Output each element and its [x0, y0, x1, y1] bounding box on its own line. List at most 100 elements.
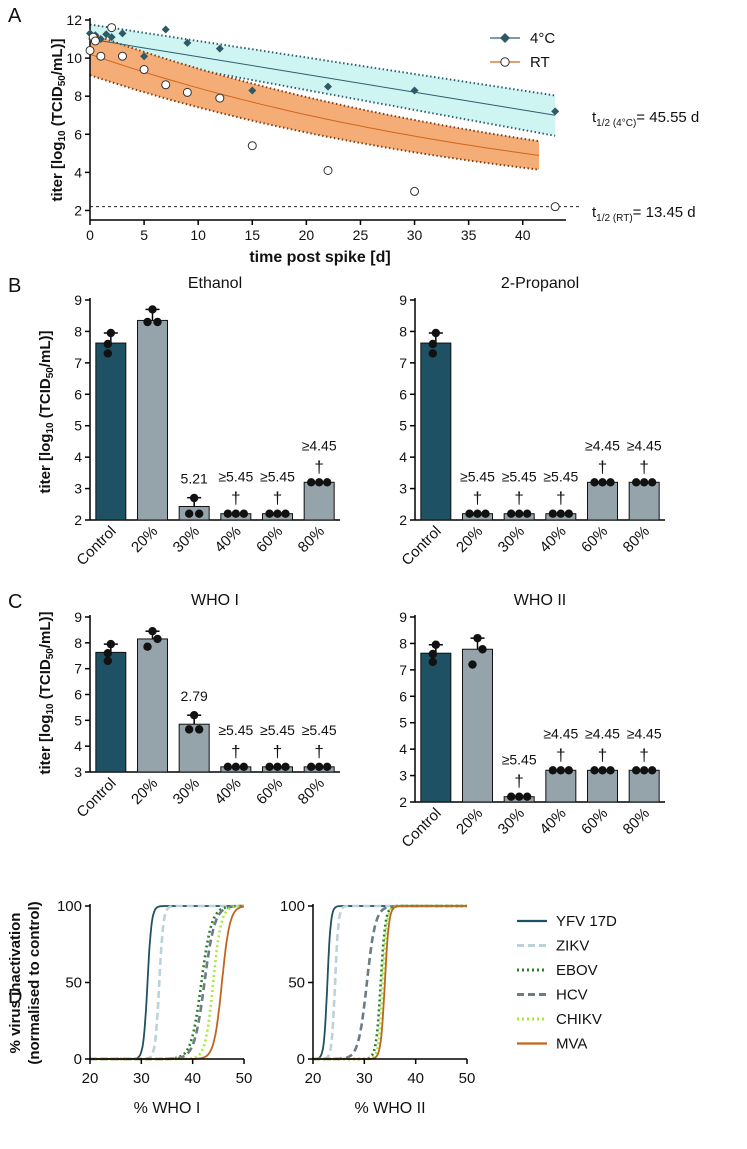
band-rt — [90, 33, 539, 170]
data-point — [548, 509, 558, 518]
data-point — [106, 328, 116, 338]
data-point — [148, 305, 157, 314]
y-tick-label: 2 — [399, 512, 407, 528]
data-point — [556, 766, 566, 775]
data-point — [239, 762, 249, 772]
bar — [587, 481, 618, 521]
x-tick-label: 30 — [407, 227, 423, 243]
category-label: 80% — [620, 523, 653, 556]
curve-chikv — [90, 904, 244, 1061]
panel-d-ylabel-line1: % virus inactivation — [7, 913, 24, 1054]
data-point — [431, 640, 441, 649]
y-tick-label: 6 — [399, 386, 407, 402]
y-tick-label: 100 — [280, 898, 305, 915]
curve-zikv — [313, 904, 467, 1061]
point-rt — [182, 87, 192, 97]
dagger-mark: † — [273, 489, 282, 508]
x-tick-label: 40 — [184, 1070, 201, 1087]
value-annotation: ≥5.45 — [260, 722, 295, 738]
curve-mva — [90, 905, 244, 1060]
data-point — [281, 509, 290, 518]
panel-d-who-ii-chart: 0 50 100 20 30 40 50 % WHO II — [280, 898, 475, 1117]
point-4c — [410, 86, 419, 95]
data-point — [189, 710, 199, 720]
point-rt — [90, 36, 100, 46]
point-4c — [102, 30, 111, 39]
panel-a-legend: 4°C RT — [490, 30, 555, 71]
data-point — [606, 478, 615, 487]
y-tick-label: 0 — [74, 1051, 82, 1068]
value-annotation: ≥4.45 — [627, 437, 662, 453]
y-tick-label: 4 — [399, 741, 407, 757]
point-rt — [550, 202, 560, 212]
legend-label: EBOV — [556, 962, 598, 979]
x-tick-label: 30 — [356, 1070, 373, 1087]
point-4c — [140, 52, 149, 61]
category-label: 80% — [620, 805, 653, 838]
data-point — [428, 657, 438, 667]
data-point — [506, 509, 516, 518]
data-point — [143, 317, 152, 327]
y-tick-label: 9 — [74, 609, 82, 625]
data-point — [481, 509, 490, 518]
point-rt — [161, 80, 171, 90]
band-4c — [90, 24, 556, 136]
band-4c-upper — [90, 23, 556, 97]
dagger-mark: † — [231, 489, 240, 508]
data-point — [548, 766, 558, 775]
point-rt — [247, 141, 257, 151]
category-label: 40% — [211, 523, 244, 556]
category-label: 20% — [128, 523, 161, 556]
dagger-mark: † — [598, 457, 607, 476]
category-label: 20% — [453, 523, 486, 556]
data-point — [478, 645, 487, 654]
data-point — [322, 478, 332, 487]
y-tick-label: 3 — [74, 481, 82, 497]
data-point — [265, 509, 274, 518]
y-tick-label: 4 — [74, 449, 82, 465]
category-label: Control — [398, 523, 444, 569]
bar — [137, 319, 168, 521]
panel-c-label: C — [8, 591, 22, 613]
y-tick-label: 6 — [74, 687, 82, 703]
value-annotation: ≥4.45 — [585, 725, 620, 741]
point-rt — [107, 23, 117, 33]
legend-label: HCV — [556, 987, 588, 1004]
point-rt — [139, 65, 149, 75]
bar — [545, 769, 577, 803]
y-tick-label: 2 — [74, 202, 82, 218]
y-tick-label: 4 — [74, 164, 82, 180]
data-point — [514, 792, 524, 801]
dagger-mark: † — [314, 742, 323, 761]
y-tick-label: 7 — [399, 355, 407, 371]
data-point — [273, 509, 282, 518]
legend-4c-marker — [500, 33, 510, 43]
value-annotation: ≥5.45 — [460, 469, 495, 485]
y-tick-label: 2 — [399, 794, 407, 810]
value-annotation: ≥5.45 — [502, 752, 537, 768]
x-axis-label: % WHO I — [134, 1100, 201, 1117]
bar — [628, 481, 660, 521]
bar — [462, 648, 493, 803]
data-point — [639, 478, 649, 487]
data-point — [631, 478, 641, 487]
legend-label: ZIKV — [556, 938, 589, 955]
panel-b-label: B — [8, 275, 21, 297]
data-point — [647, 478, 657, 487]
data-point — [143, 642, 152, 651]
y-tick-label: 3 — [399, 481, 407, 497]
data-point — [153, 634, 162, 644]
x-axis-label: % WHO II — [354, 1100, 425, 1117]
data-point — [103, 648, 113, 658]
half-life-4c: t1/2 (4°C)= 45.55 d — [592, 109, 699, 129]
x-tick-label: 40 — [407, 1070, 424, 1087]
x-tick-label: 50 — [459, 1070, 476, 1087]
data-point — [431, 328, 441, 338]
dagger-mark: † — [314, 457, 323, 476]
category-label: 20% — [453, 805, 486, 838]
x-tick-label: 5 — [140, 227, 148, 243]
data-point — [564, 766, 574, 775]
data-point — [590, 766, 599, 775]
value-annotation: ≥5.45 — [260, 469, 295, 485]
